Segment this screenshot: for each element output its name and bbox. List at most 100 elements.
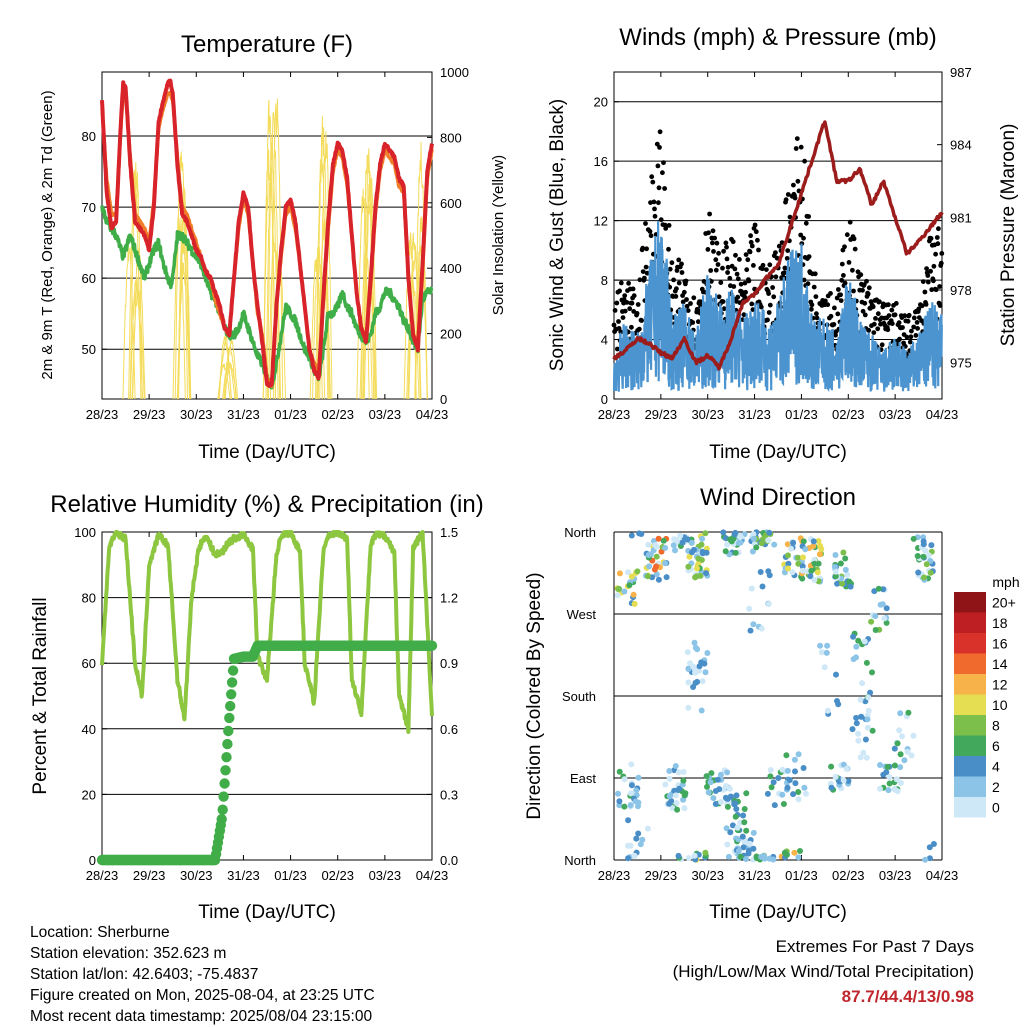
direction-point xyxy=(679,539,686,546)
gust-point xyxy=(631,293,637,299)
gust-point xyxy=(658,217,664,223)
gust-point xyxy=(718,280,724,285)
gust-point xyxy=(649,174,655,180)
direction-point xyxy=(840,549,847,556)
panel-title: Relative Humidity (%) & Precipitation (i… xyxy=(50,491,483,518)
gust-point xyxy=(640,245,646,251)
direction-point xyxy=(862,736,869,743)
direction-point xyxy=(928,542,935,549)
direction-point xyxy=(746,605,753,612)
gust-point xyxy=(673,294,679,299)
direction-point xyxy=(680,768,687,775)
gust-point xyxy=(934,235,940,240)
direction-point xyxy=(857,754,864,761)
gust-point xyxy=(650,179,656,185)
gust-point xyxy=(858,272,864,278)
gust-point xyxy=(752,222,758,228)
gust-point xyxy=(708,268,714,273)
direction-point xyxy=(673,537,680,543)
colorbar-label: 4 xyxy=(992,758,1000,774)
y-tick-label: 8 xyxy=(601,273,608,288)
direction-point xyxy=(635,830,642,837)
gust-point xyxy=(671,277,676,283)
gust-point xyxy=(624,300,630,305)
direction-point xyxy=(790,539,797,546)
direction-point xyxy=(698,707,705,714)
direction-point xyxy=(673,800,680,806)
direction-point xyxy=(692,644,699,651)
direction-point xyxy=(877,785,883,792)
gust-point xyxy=(634,311,640,316)
gust-point xyxy=(904,334,910,340)
rainfall-point xyxy=(426,640,438,651)
x-tick-label: 30/23 xyxy=(180,407,213,422)
gust-point xyxy=(937,303,943,308)
direction-point xyxy=(799,563,806,570)
direction-point xyxy=(655,535,662,542)
gust-point xyxy=(764,267,769,272)
direction-point xyxy=(922,856,929,863)
gust-point xyxy=(640,269,646,274)
direction-point xyxy=(692,679,699,686)
gust-point xyxy=(908,334,914,340)
direction-point xyxy=(814,569,821,576)
direction-point xyxy=(745,847,752,854)
gust-point xyxy=(935,241,941,247)
x-tick-label: 01/23 xyxy=(274,868,307,883)
direction-point xyxy=(669,805,676,811)
gust-point xyxy=(785,192,791,197)
direction-point xyxy=(735,836,742,843)
gust-point xyxy=(716,294,722,300)
direction-point xyxy=(748,585,755,592)
gust-point xyxy=(919,303,925,309)
colorbar-swatch xyxy=(954,612,986,633)
y-tick-label-right: 975 xyxy=(950,356,972,371)
gust-point xyxy=(744,267,750,273)
gust-point xyxy=(756,247,761,253)
panel-title: Temperature (F) xyxy=(181,31,353,58)
gust-point xyxy=(792,195,798,201)
direction-point xyxy=(672,763,679,769)
direction-point xyxy=(757,569,764,575)
y-tick-label-right: 984 xyxy=(950,138,972,153)
colorbar-swatch xyxy=(954,694,986,715)
y-tick-label: 80 xyxy=(82,129,96,144)
gust-point xyxy=(860,308,866,314)
direction-point xyxy=(702,669,709,676)
gust-point xyxy=(721,306,727,312)
x-tick-label: 02/23 xyxy=(321,407,354,422)
y-tick-label-right: 800 xyxy=(440,130,462,145)
colorbar-swatch xyxy=(954,653,986,674)
direction-point xyxy=(853,643,860,650)
gust-point xyxy=(626,280,631,286)
gust-point xyxy=(755,237,760,243)
plot-frame xyxy=(101,71,433,400)
y-tick-label: 12 xyxy=(594,214,608,229)
gust-point xyxy=(875,326,881,332)
direction-point xyxy=(885,787,892,794)
gust-point xyxy=(864,278,869,284)
direction-point xyxy=(637,841,644,848)
gust-point xyxy=(828,313,834,319)
y-tick-label-right: 1000 xyxy=(440,65,469,80)
gust-point xyxy=(643,221,648,226)
x-tick-label: 28/23 xyxy=(598,407,631,422)
direction-point xyxy=(624,842,631,849)
direction-point xyxy=(626,582,633,589)
direction-point xyxy=(722,783,729,789)
direction-point xyxy=(743,856,749,862)
direction-point xyxy=(630,591,637,598)
gust-point xyxy=(614,300,620,306)
gust-point xyxy=(844,232,850,238)
solar-insolation-line xyxy=(267,236,282,400)
direction-point xyxy=(910,732,917,739)
gust-point xyxy=(805,281,811,287)
gust-point xyxy=(893,301,899,306)
direction-point xyxy=(925,552,932,559)
x-tick-label: 28/23 xyxy=(86,868,119,883)
direction-point xyxy=(645,552,652,558)
gust-point xyxy=(851,236,857,242)
gust-point xyxy=(648,233,654,239)
x-axis-label: Time (Day/UTC) xyxy=(198,442,336,463)
extremes-title: Extremes For Past 7 Days xyxy=(775,937,974,956)
